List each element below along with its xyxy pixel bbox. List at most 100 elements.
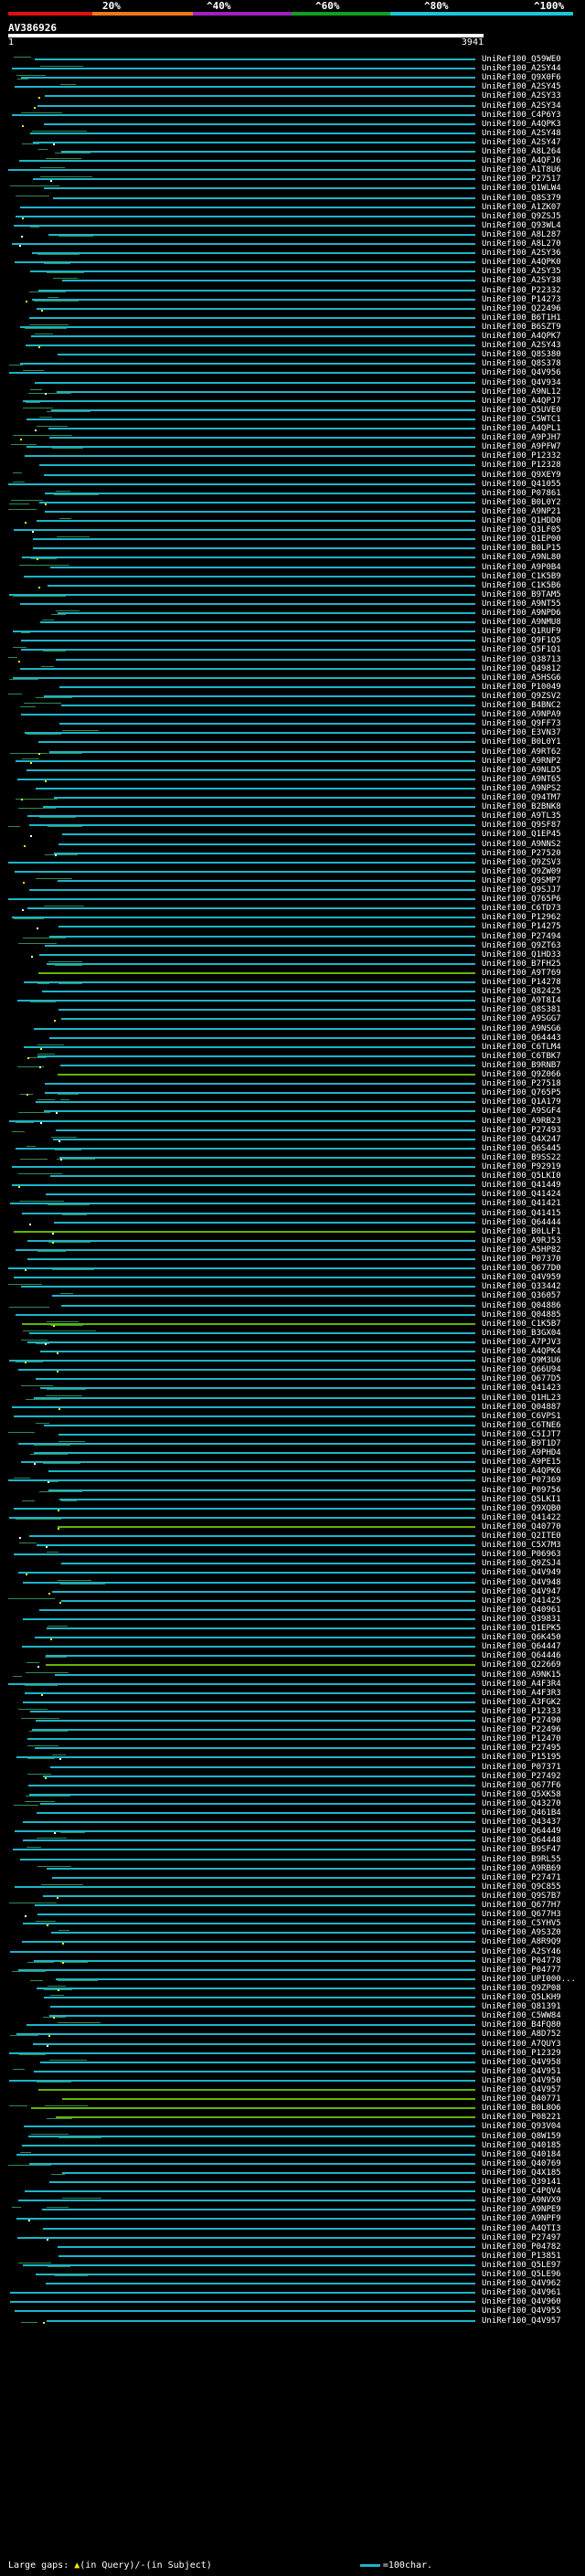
hit-row[interactable]: UniRef100_Q9XEY9 xyxy=(0,471,585,480)
hit-label[interactable]: UniRef100_A9NPS2 xyxy=(482,783,561,793)
hit-row[interactable]: UniRef100_Q4V947 xyxy=(0,1587,585,1596)
hit-label[interactable]: UniRef100_Q64448 xyxy=(482,1836,561,1846)
hit-label[interactable]: UniRef100_A9NMU8 xyxy=(482,618,561,628)
hit-row[interactable]: UniRef100_P27492 xyxy=(0,1772,585,1781)
hit-row[interactable]: UniRef100_B9RL55 xyxy=(0,1855,585,1864)
hit-row[interactable]: UniRef100_A2SY46 xyxy=(0,1947,585,1956)
hit-label[interactable]: UniRef100_A2SY36 xyxy=(482,249,561,259)
hit-label[interactable]: UniRef100_Q9C855 xyxy=(482,1882,561,1892)
hit-label[interactable]: UniRef100_Q9SJJ7 xyxy=(482,885,561,895)
hit-label[interactable]: UniRef100_A4F3R3 xyxy=(482,1688,561,1698)
hit-row[interactable]: UniRef100_A9TL35 xyxy=(0,811,585,821)
hit-label[interactable]: UniRef100_C5WW84 xyxy=(482,2011,561,2021)
hit-row[interactable]: UniRef100_Q461B4 xyxy=(0,1808,585,1818)
hit-row[interactable]: UniRef100_A4F3R4 xyxy=(0,1680,585,1689)
hit-label[interactable]: UniRef100_C4PQV4 xyxy=(482,2187,561,2197)
hit-label[interactable]: UniRef100_P27497 xyxy=(482,2232,561,2242)
hit-row[interactable]: UniRef100_A4F3R3 xyxy=(0,1689,585,1698)
hit-row[interactable]: UniRef100_C6VPS1 xyxy=(0,1412,585,1421)
hit-label[interactable]: UniRef100_Q1HDD0 xyxy=(482,516,561,525)
hit-label[interactable]: UniRef100_A2SY35 xyxy=(482,267,561,277)
hit-label[interactable]: UniRef100_Q8S380 xyxy=(482,350,561,360)
hit-label[interactable]: UniRef100_Q64443 xyxy=(482,1033,561,1043)
hit-row[interactable]: UniRef100_Q5LE97 xyxy=(0,2261,585,2270)
hit-label[interactable]: UniRef100_Q4V958 xyxy=(482,2057,561,2067)
hit-row[interactable]: UniRef100_Q04887 xyxy=(0,1403,585,1412)
hit-row[interactable]: UniRef100_P27490 xyxy=(0,1716,585,1725)
hit-label[interactable]: UniRef100_P27518 xyxy=(482,1079,561,1089)
hit-row[interactable]: UniRef100_Q1EP45 xyxy=(0,830,585,839)
hit-label[interactable]: UniRef100_Q81391 xyxy=(482,2002,561,2012)
hit-label[interactable]: UniRef100_Q66U94 xyxy=(482,1365,561,1375)
hit-row[interactable]: UniRef100_P07371 xyxy=(0,1763,585,1772)
hit-row[interactable]: UniRef100_Q4X185 xyxy=(0,2168,585,2178)
hit-row[interactable]: UniRef100_A9PHD4 xyxy=(0,1448,585,1458)
hit-row[interactable]: UniRef100_B7FH25 xyxy=(0,959,585,969)
hit-label[interactable]: UniRef100_Q04887 xyxy=(482,1402,561,1412)
hit-label[interactable]: UniRef100_Q64449 xyxy=(482,1827,561,1837)
hit-row[interactable]: UniRef100_A2SY38 xyxy=(0,276,585,285)
hit-row[interactable]: UniRef100_Q6S445 xyxy=(0,1144,585,1153)
hit-row[interactable]: UniRef100_A1T8U6 xyxy=(0,165,585,175)
hit-label[interactable]: UniRef100_Q40770 xyxy=(482,1521,561,1532)
hit-row[interactable]: UniRef100_Q59WE0 xyxy=(0,55,585,64)
hit-row[interactable]: UniRef100_Q1EPK5 xyxy=(0,1624,585,1633)
hit-row[interactable]: UniRef100_Q8S378 xyxy=(0,359,585,368)
hit-label[interactable]: UniRef100_Q40185 xyxy=(482,2140,561,2150)
hit-row[interactable]: UniRef100_Q5UVE0 xyxy=(0,406,585,415)
hit-row[interactable]: UniRef100_Q33442 xyxy=(0,1282,585,1291)
hit-label[interactable]: UniRef100_Q677D0 xyxy=(482,1264,561,1274)
hit-label[interactable]: UniRef100_Q765P6 xyxy=(482,895,561,905)
hit-row[interactable]: UniRef100_Q5LE96 xyxy=(0,2270,585,2279)
hit-row[interactable]: UniRef100_A9NMU8 xyxy=(0,618,585,627)
hit-label[interactable]: UniRef100_A9NPD6 xyxy=(482,609,561,618)
hit-row[interactable]: UniRef100_A8R9Q9 xyxy=(0,1937,585,1946)
hit-label[interactable]: UniRef100_A9T8I4 xyxy=(482,996,561,1006)
hit-label[interactable]: UniRef100_A4QPK7 xyxy=(482,332,561,341)
hit-label[interactable]: UniRef100_Q4V949 xyxy=(482,1568,561,1578)
hit-label[interactable]: UniRef100_A9SGF4 xyxy=(482,1107,561,1117)
hit-row[interactable]: UniRef100_P04782 xyxy=(0,2242,585,2252)
hit-row[interactable]: UniRef100_Q5XK58 xyxy=(0,1790,585,1799)
hit-label[interactable]: UniRef100_Q22496 xyxy=(482,303,561,313)
hit-label[interactable]: UniRef100_Q59WE0 xyxy=(482,55,561,64)
hit-row[interactable]: UniRef100_Q9ZSV2 xyxy=(0,692,585,701)
hit-label[interactable]: UniRef100_Q5XK58 xyxy=(482,1789,561,1799)
hit-row[interactable]: UniRef100_Q4V950 xyxy=(0,2076,585,2085)
hit-label[interactable]: UniRef100_Q5LE97 xyxy=(482,2260,561,2270)
hit-label[interactable]: UniRef100_Q49812 xyxy=(482,663,561,673)
hit-row[interactable]: UniRef100_P27493 xyxy=(0,1126,585,1135)
hit-label[interactable]: UniRef100_Q9Z066 xyxy=(482,1070,561,1079)
hit-label[interactable]: UniRef100_C1K5B7 xyxy=(482,1319,561,1329)
hit-row[interactable]: UniRef100_A4QFJ6 xyxy=(0,156,585,165)
hit-row[interactable]: UniRef100_P12328 xyxy=(0,461,585,470)
hit-label[interactable]: UniRef100_Q64444 xyxy=(482,1217,561,1227)
hit-label[interactable]: UniRef100_Q677H3 xyxy=(482,1910,561,1920)
hit-row[interactable]: UniRef100_Q9F1Q5 xyxy=(0,636,585,645)
hit-label[interactable]: UniRef100_B3GX04 xyxy=(482,1328,561,1338)
hit-label[interactable]: UniRef100_Q5LKH9 xyxy=(482,1993,561,2002)
hit-row[interactable]: UniRef100_A9PFW7 xyxy=(0,442,585,451)
hit-label[interactable]: UniRef100_A9P0B4 xyxy=(482,562,561,572)
hit-row[interactable]: UniRef100_A9RB69 xyxy=(0,1864,585,1873)
hit-row[interactable]: UniRef100_Q41425 xyxy=(0,1596,585,1606)
hit-label[interactable]: UniRef100_Q4V961 xyxy=(482,2288,561,2298)
hit-label[interactable]: UniRef100_P12470 xyxy=(482,1734,561,1744)
hit-label[interactable]: UniRef100_P92919 xyxy=(482,1162,561,1171)
hit-row[interactable]: UniRef100_Q1HDD0 xyxy=(0,516,585,525)
hit-row[interactable]: UniRef100_Q40771 xyxy=(0,2094,585,2104)
hit-row[interactable]: UniRef100_Q64444 xyxy=(0,1218,585,1227)
hit-row[interactable]: UniRef100_A4QPK7 xyxy=(0,332,585,341)
hit-label[interactable]: UniRef100_A7PJV3 xyxy=(482,1337,561,1347)
hit-label[interactable]: UniRef100_Q40961 xyxy=(482,1605,561,1615)
hit-row[interactable]: UniRef100_A2SY43 xyxy=(0,341,585,350)
hit-row[interactable]: UniRef100_A4QPK6 xyxy=(0,1467,585,1476)
hit-row[interactable]: UniRef100_Q64443 xyxy=(0,1034,585,1043)
hit-row[interactable]: UniRef100_A2SY36 xyxy=(0,249,585,258)
hit-label[interactable]: UniRef100_Q9ZSJ5 xyxy=(482,211,561,221)
hit-row[interactable]: UniRef100_Q64449 xyxy=(0,1827,585,1836)
hit-label[interactable]: UniRef100_C6TBK7 xyxy=(482,1051,561,1061)
hit-label[interactable]: UniRef100_A9PHD4 xyxy=(482,1448,561,1458)
hit-row[interactable]: UniRef100_A2SY48 xyxy=(0,129,585,138)
hit-label[interactable]: UniRef100_Q9ZW09 xyxy=(482,866,561,876)
